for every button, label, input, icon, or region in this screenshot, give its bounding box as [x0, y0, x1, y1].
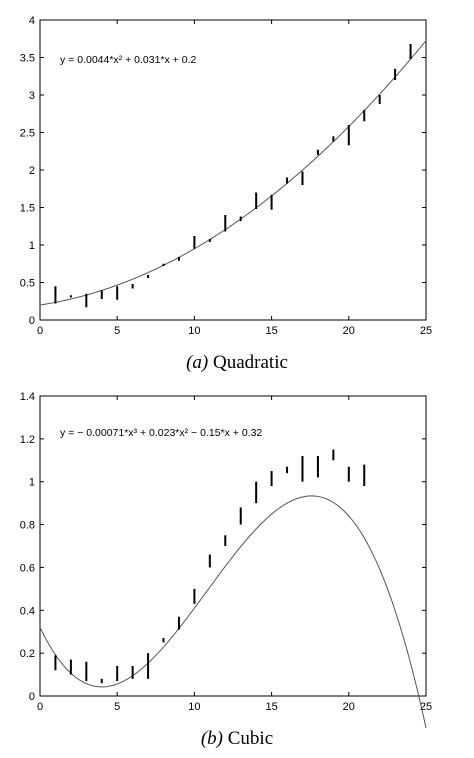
- x-tick-label: 25: [420, 701, 432, 713]
- x-tick-label: 15: [265, 701, 277, 713]
- caption-a: (a) Quadratic: [0, 352, 474, 374]
- y-tick-label: 3.5: [20, 53, 35, 65]
- equation-label: y = 0.0044*x² + 0.031*x + 0.2: [60, 54, 196, 66]
- y-tick-label: 1: [29, 240, 35, 252]
- y-tick-label: 0.5: [20, 278, 35, 290]
- y-tick-label: 0: [29, 691, 35, 703]
- y-tick-label: 1.4: [20, 391, 35, 403]
- y-tick-label: 0.6: [20, 562, 35, 574]
- x-tick-label: 0: [37, 701, 43, 713]
- equation-label: y = − 0.00071*x³ + 0.023*x² − 0.15*x + 0…: [60, 427, 262, 439]
- caption-a-letter: (a): [186, 352, 209, 373]
- caption-b-letter: (b): [200, 728, 223, 749]
- fit-curve: [39, 495, 427, 728]
- x-tick-label: 10: [188, 325, 200, 337]
- y-tick-label: 0.8: [20, 520, 35, 532]
- caption-b: (b) Cubic: [0, 728, 474, 750]
- y-tick-label: 0: [29, 315, 35, 327]
- x-tick-label: 5: [114, 701, 120, 713]
- x-tick-label: 20: [343, 325, 355, 337]
- y-tick-label: 1.5: [20, 203, 35, 215]
- cubic-chart: 0 5 10 15 20 25 0 0.2 0.4 0.6 0.8 1 1.2 1.4 y = − 0.00…: [20, 391, 432, 728]
- y-tick-label: 2: [29, 165, 35, 177]
- y-tick-label: 0.2: [20, 648, 35, 660]
- x-tick-label: 25: [420, 325, 432, 337]
- x-tick-label: 10: [188, 701, 200, 713]
- caption-a-text: Quadratic: [213, 352, 288, 373]
- y-tick-label: 3: [29, 90, 35, 102]
- x-tick-label: 15: [265, 325, 277, 337]
- x-tick-label: 0: [37, 325, 43, 337]
- y-tick-label: 1.2: [20, 434, 35, 446]
- y-tick-label: 2.5: [20, 128, 35, 140]
- quadratic-chart: 0 5 10 15 20 25 0 0.5 1 1.5 2 2.5 3 3.5 4 y = 0.0044*x²…: [20, 15, 432, 337]
- y-tick-label: 1: [29, 477, 35, 489]
- x-tick-label: 5: [114, 325, 120, 337]
- y-tick-label: 4: [29, 15, 35, 27]
- y-tick-label: 0.4: [20, 605, 35, 617]
- fit-curve: [39, 40, 427, 306]
- plot-frame: [39, 395, 427, 697]
- x-tick-label: 20: [343, 701, 355, 713]
- caption-b-text: Cubic: [227, 728, 274, 749]
